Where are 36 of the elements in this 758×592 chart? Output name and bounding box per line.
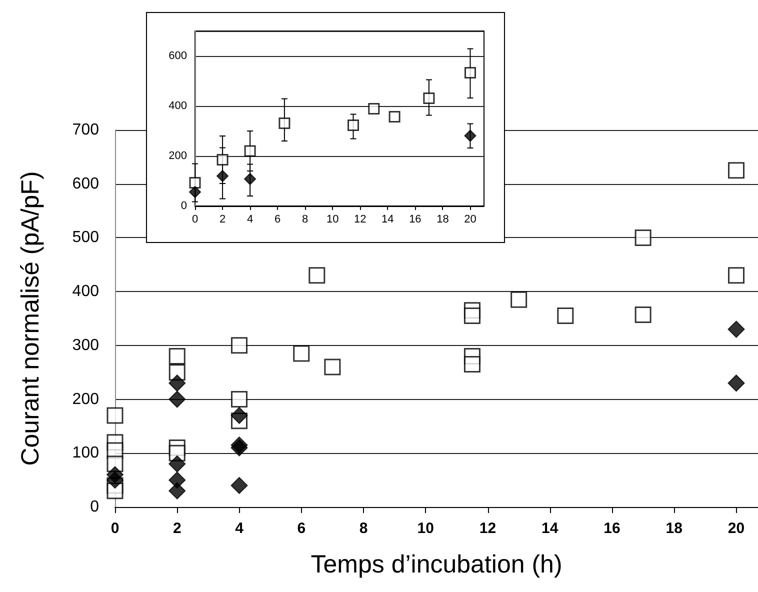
x-tick-label: 4 [235, 520, 244, 537]
y-tick-label: 600 [72, 175, 100, 192]
x-tick-label: 2 [172, 520, 182, 537]
y-axis-title: Courant normalisé (pA/pF) [16, 171, 44, 466]
x-tick-label: 18 [436, 214, 449, 226]
y-tick-label: 700 [72, 122, 100, 138]
y-tick-label: 400 [72, 283, 100, 300]
y-tick-label: 500 [72, 229, 100, 246]
x-tick-label: 20 [464, 214, 476, 226]
x-tick-label: 0 [192, 214, 198, 226]
y-tick-label: 200 [72, 390, 100, 408]
x-axis-title: Temps d’incubation (h) [310, 550, 562, 578]
x-tick-label: 16 [604, 520, 620, 537]
x-tick-label: 8 [359, 520, 368, 537]
x-tick-label: 12 [354, 214, 366, 226]
y-tick-label: 0 [90, 498, 100, 516]
x-tick-label: 20 [728, 520, 745, 537]
x-tick-label: 18 [666, 520, 682, 537]
x-tick-label: 16 [409, 214, 422, 226]
x-tick-label: 6 [297, 520, 306, 537]
x-tick-label: 0 [110, 520, 120, 537]
y-tick-label: 200 [168, 150, 187, 162]
y-tick-label: 100 [72, 444, 100, 462]
y-tick-label: 600 [168, 50, 187, 62]
x-tick-label: 2 [219, 214, 226, 226]
x-tick-label: 10 [417, 520, 434, 537]
x-tick-label: 8 [302, 214, 308, 226]
y-tick-label: 300 [72, 336, 100, 354]
y-tick-label: 400 [168, 100, 187, 112]
x-tick-label: 4 [246, 214, 254, 226]
x-tick-label: 14 [382, 214, 394, 226]
x-tick-label: 12 [479, 520, 496, 537]
y-tick-label: 0 [180, 200, 187, 212]
x-tick-label: 6 [274, 214, 281, 226]
x-tick-label: 14 [542, 520, 559, 537]
x-tick-label: 10 [326, 214, 339, 226]
